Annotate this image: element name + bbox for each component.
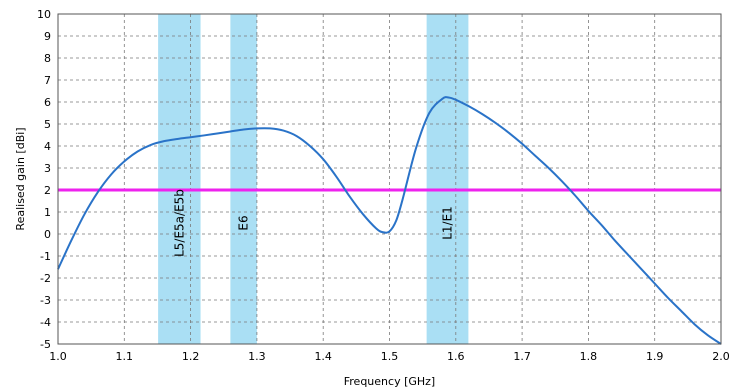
y-tick-11: 6 [44, 96, 51, 109]
x-tick-9: 1.9 [646, 350, 664, 363]
y-axis-label: Realised gain [dBi] [14, 127, 27, 230]
x-tick-2: 1.2 [182, 350, 200, 363]
x-tick-4: 1.4 [314, 350, 332, 363]
y-tick-6: 1 [44, 206, 51, 219]
y-tick-12: 7 [44, 74, 51, 87]
y-tick-8: 3 [44, 162, 51, 175]
series-line-0 [57, 96, 722, 345]
band-label-2: L1/E1 [441, 206, 455, 240]
y-tick-13: 8 [44, 52, 51, 65]
y-tick-9: 4 [44, 140, 51, 153]
x-tick-10: 2.0 [712, 350, 730, 363]
y-tick-3: -2 [40, 272, 51, 285]
x-tick-7: 1.7 [513, 350, 531, 363]
band-label-0: L5/E5a/E5b [172, 189, 186, 257]
band-1 [230, 14, 257, 344]
band-0 [158, 14, 201, 344]
band-labels: L5/E5a/E5b E6 L1/E1 [172, 189, 454, 257]
band-label-1: E6 [237, 215, 251, 230]
y-tick-labels: -5 -4 -3 -2 -1 0 1 2 3 4 5 6 7 8 9 10 [37, 8, 51, 351]
x-tick-5: 1.5 [381, 350, 399, 363]
x-axis-label: Frequency [GHz] [344, 375, 435, 388]
y-tick-2: -3 [40, 294, 51, 307]
x-tick-labels: 1.0 1.1 1.2 1.3 1.4 1.5 1.6 1.7 1.8 1.9 2.0 [49, 350, 730, 363]
x-tick-3: 1.3 [248, 350, 266, 363]
x-tick-0: 1.0 [49, 350, 67, 363]
y-tick-10: 5 [44, 118, 51, 131]
series-group [57, 96, 722, 345]
y-tick-0: -5 [40, 338, 51, 351]
band-2 [426, 14, 469, 344]
plot-frame [57, 13, 722, 345]
y-tick-7: 2 [44, 184, 51, 197]
x-tick-6: 1.6 [447, 350, 465, 363]
frequency-bands [158, 14, 469, 344]
y-tick-1: -4 [40, 316, 51, 329]
x-tick-8: 1.8 [580, 350, 598, 363]
y-tick-4: -1 [40, 250, 51, 263]
y-tick-15: 10 [37, 8, 51, 21]
y-tick-14: 9 [44, 30, 51, 43]
x-tick-1: 1.1 [116, 350, 134, 363]
y-tick-5: 0 [44, 228, 51, 241]
